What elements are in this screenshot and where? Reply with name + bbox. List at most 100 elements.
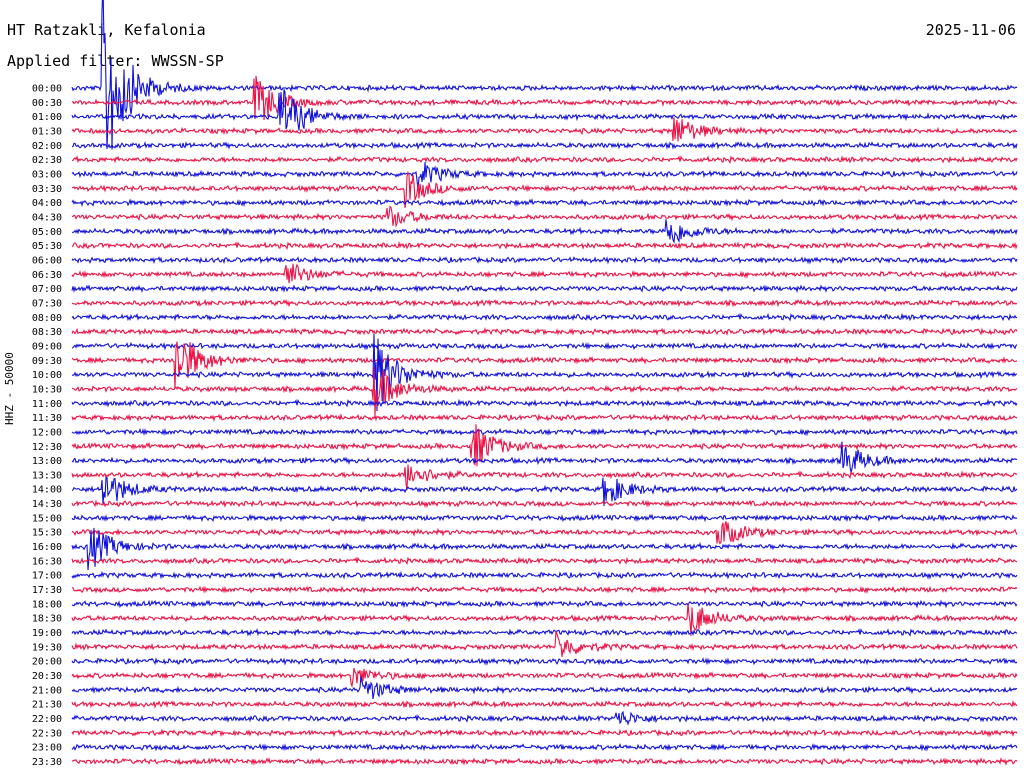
- row-time-label: 00:30: [32, 98, 62, 109]
- trace-row: [71, 656, 1018, 666]
- row-time-label: 08:00: [32, 313, 62, 324]
- row-time-label: 10:00: [32, 370, 62, 381]
- row-time-label: 14:30: [32, 499, 62, 510]
- trace-row: [71, 155, 1018, 164]
- trace-row: [71, 205, 1018, 228]
- row-time-label: 14:00: [32, 485, 62, 496]
- row-time-label: 09:00: [32, 341, 62, 352]
- trace-row: [72, 585, 1018, 595]
- trace-row: [71, 413, 1018, 423]
- trace-row: [71, 728, 1018, 738]
- row-time-label: 16:30: [32, 556, 62, 567]
- trace-row: [71, 0, 1018, 150]
- row-label-group: 00:00 00:30 01:00 01:30 02:00 02:30 03:00 03:30…: [32, 84, 62, 769]
- row-time-label: 02:00: [32, 141, 62, 152]
- trace-row: [71, 570, 1018, 580]
- trace-row: [71, 263, 1018, 284]
- trace-row: [71, 298, 1018, 308]
- row-time-label: 04:00: [32, 198, 62, 209]
- trace-row: [71, 170, 1018, 208]
- trace-row: [71, 556, 1018, 566]
- row-time-label: 01:00: [32, 112, 62, 123]
- trace-row: [71, 464, 1018, 491]
- row-time-label: 06:00: [32, 255, 62, 266]
- row-time-label: 20:30: [32, 671, 62, 682]
- row-time-label: 11:00: [32, 399, 62, 410]
- trace-row: [71, 367, 1018, 416]
- row-time-label: 12:00: [32, 427, 62, 438]
- row-time-label: 15:00: [32, 513, 62, 524]
- row-time-label: 02:30: [32, 155, 62, 166]
- row-time-label: 03:00: [32, 169, 62, 180]
- filter-label: Applied filter: WWSSN-SP: [7, 52, 224, 70]
- row-time-label: 19:00: [32, 628, 62, 639]
- trace-row: [71, 162, 1018, 190]
- row-time-label: 10:30: [32, 384, 62, 395]
- trace-row: [71, 75, 1018, 121]
- row-time-label: 04:30: [32, 212, 62, 223]
- row-time-label: 17:30: [32, 585, 62, 596]
- row-time-label: 22:30: [32, 728, 62, 739]
- trace-row: [71, 284, 1018, 294]
- trace-row: [71, 333, 1018, 412]
- station-title: HT Ratzakli, Kefalonia: [7, 21, 206, 39]
- row-time-label: 15:30: [32, 528, 62, 539]
- trace-row: [71, 627, 1018, 637]
- row-time-label: 23:00: [32, 743, 62, 754]
- trace-row: [71, 513, 1018, 523]
- row-time-label: 17:00: [32, 571, 62, 582]
- trace-row: [71, 603, 1018, 636]
- row-time-label: 23:30: [32, 757, 62, 768]
- row-time-label: 11:30: [32, 413, 62, 424]
- row-time-label: 18:00: [32, 599, 62, 610]
- trace-row: [71, 757, 1018, 767]
- trace-row: [71, 341, 1018, 389]
- row-time-label: 05:30: [32, 241, 62, 252]
- row-time-label: 19:30: [32, 642, 62, 653]
- trace-row: [71, 499, 1018, 509]
- trace-row: [71, 427, 1018, 437]
- row-time-label: 16:00: [32, 542, 62, 553]
- row-time-label: 07:30: [32, 298, 62, 309]
- trace-row: [71, 527, 1018, 571]
- row-time-label: 08:30: [32, 327, 62, 338]
- trace-row: [71, 198, 1018, 208]
- plot-date: 2025-11-06: [925, 21, 1016, 39]
- trace-row: [71, 676, 1018, 699]
- trace-row: [71, 255, 1018, 265]
- trace-row: [71, 441, 1018, 473]
- trace-row: [71, 141, 1018, 150]
- trace-row: [71, 476, 1018, 507]
- trace-row: [71, 599, 1018, 609]
- trace-row: [71, 424, 1018, 467]
- trace-row: [71, 341, 1018, 351]
- trace-row: [71, 312, 1018, 322]
- row-time-label: 13:30: [32, 470, 62, 481]
- row-time-label: 07:00: [32, 284, 62, 295]
- trace-row: [71, 667, 1018, 689]
- trace-row: [71, 699, 1018, 709]
- trace-row: [71, 710, 1018, 726]
- trace-row: [71, 117, 1018, 142]
- row-time-label: 18:30: [32, 614, 62, 625]
- row-time-label: 06:30: [32, 270, 62, 281]
- row-time-label: 00:00: [32, 84, 62, 95]
- trace-row: [71, 240, 1018, 250]
- row-time-label: 21:00: [32, 685, 62, 696]
- row-time-label: 22:00: [32, 714, 62, 725]
- trace-row: [71, 631, 1018, 657]
- row-time-label: 09:30: [32, 356, 62, 367]
- row-time-label: 21:30: [32, 700, 62, 711]
- trace-row: [71, 219, 1018, 244]
- trace-row: [71, 398, 1018, 408]
- row-time-label: 13:00: [32, 456, 62, 467]
- row-time-label: 20:00: [32, 657, 62, 668]
- trace-row: [71, 742, 1018, 752]
- trace-row: [71, 327, 1018, 336]
- trace-row: [71, 89, 1018, 131]
- trace-group: [71, 0, 1018, 767]
- row-time-label: 01:30: [32, 126, 62, 137]
- row-time-label: 12:30: [32, 442, 62, 453]
- trace-row: [71, 521, 1018, 545]
